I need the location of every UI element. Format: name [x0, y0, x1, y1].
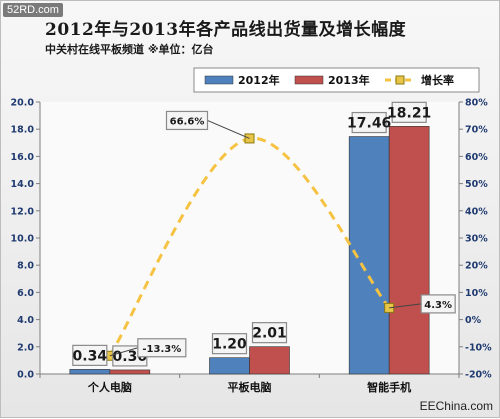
y2-tick-label: 60%	[465, 152, 488, 163]
legend-swatch	[204, 75, 234, 85]
y-tick-label: 16.0	[11, 152, 35, 163]
chart-subtitle: 中关村在线平板频道 ※单位：亿台	[45, 43, 214, 56]
bar-label-box	[72, 344, 108, 366]
bar-value-label: 18.21	[387, 105, 431, 121]
y-tick-label: 20.0	[11, 98, 35, 109]
bar-value-label: 1.20	[212, 337, 247, 353]
bar	[109, 369, 151, 375]
y2-tick-label: 50%	[465, 179, 488, 190]
y2-tick-label: 40%	[465, 206, 488, 217]
y-tick-label: 10.0	[11, 234, 35, 245]
y-tick-label: 8.0	[17, 261, 34, 272]
y2-tick-label: -20%	[465, 370, 492, 381]
growth-label-box	[420, 294, 456, 314]
legend-label: 增长率	[421, 73, 454, 87]
growth-leader-line	[389, 303, 422, 309]
growth-leader-line	[207, 119, 250, 139]
bar-value-label: 0.34	[73, 348, 108, 364]
x-axis: 个人电脑 平板电脑 智能手机	[39, 373, 460, 394]
growth-value-label: 4.3%	[424, 300, 452, 311]
y-tick-label: 2.0	[17, 342, 34, 353]
bar-label-box	[251, 322, 288, 344]
x-tick-label: 个人电脑	[87, 380, 132, 394]
y2-tick-label: 10%	[465, 288, 488, 299]
bar-label-box	[351, 111, 387, 134]
bar-label-box	[391, 101, 427, 123]
data-labels-group: 0.341.2017.460.302.0118.21-13.3%66.6%4.3…	[72, 101, 456, 367]
y-tick-label: 18.0	[11, 125, 35, 136]
y2-axis: -20% -10% 0% 10% 20% 30% 40% 50% 60% 70% 80%	[458, 98, 492, 381]
bar	[69, 369, 111, 375]
watermark: 52RD.com	[3, 3, 63, 17]
y-tick-label: 6.0	[17, 288, 34, 299]
y2-tick-label: 0%	[465, 315, 482, 326]
y-tick-label: 0.0	[17, 370, 34, 381]
y2-tick-label: 30%	[465, 234, 488, 245]
y-tick-label: 14.0	[11, 179, 35, 190]
bar	[388, 126, 430, 375]
bar	[249, 346, 290, 375]
y-tick-label: 12.0	[11, 206, 35, 217]
growth-leader-line	[109, 347, 138, 357]
legend: 2012年 2013年 增长率	[193, 67, 480, 93]
bar-value-label: 2.01	[252, 326, 287, 342]
y2-tick-label: -10%	[465, 342, 492, 353]
legend-label: 2012年	[238, 73, 280, 87]
y2-tick-label: 20%	[465, 261, 488, 272]
legend-box	[193, 67, 480, 93]
y-axis: 0.0 2.0 4.0 6.0 8.0 10.0 12.0 14.0 16.0 18.0 20.0	[11, 98, 41, 381]
legend-label: 2013年	[328, 73, 370, 87]
growth-label-box	[165, 110, 209, 131]
y2-tick-label: 80%	[465, 98, 488, 109]
bar	[209, 357, 250, 375]
growth-value-label: 66.6%	[170, 116, 205, 127]
bar-value-label: 17.46	[347, 116, 391, 132]
legend-swatch	[294, 75, 324, 85]
legend-line-marker	[395, 75, 405, 85]
x-tick-label: 智能手机	[367, 380, 411, 394]
growth-value-label: -13.3%	[142, 344, 181, 355]
bar-label-box	[211, 333, 248, 355]
y-tick-label: 4.0	[17, 315, 34, 326]
source-label: EEChina.com	[419, 399, 493, 413]
bars-group	[69, 126, 430, 375]
growth-label-box	[137, 338, 187, 358]
y2-tick-label: 70%	[465, 125, 488, 136]
chart-title: 2012年与2013年各产品线出货量及增长幅度	[45, 20, 407, 40]
x-tick-label: 平板电脑	[228, 380, 272, 394]
